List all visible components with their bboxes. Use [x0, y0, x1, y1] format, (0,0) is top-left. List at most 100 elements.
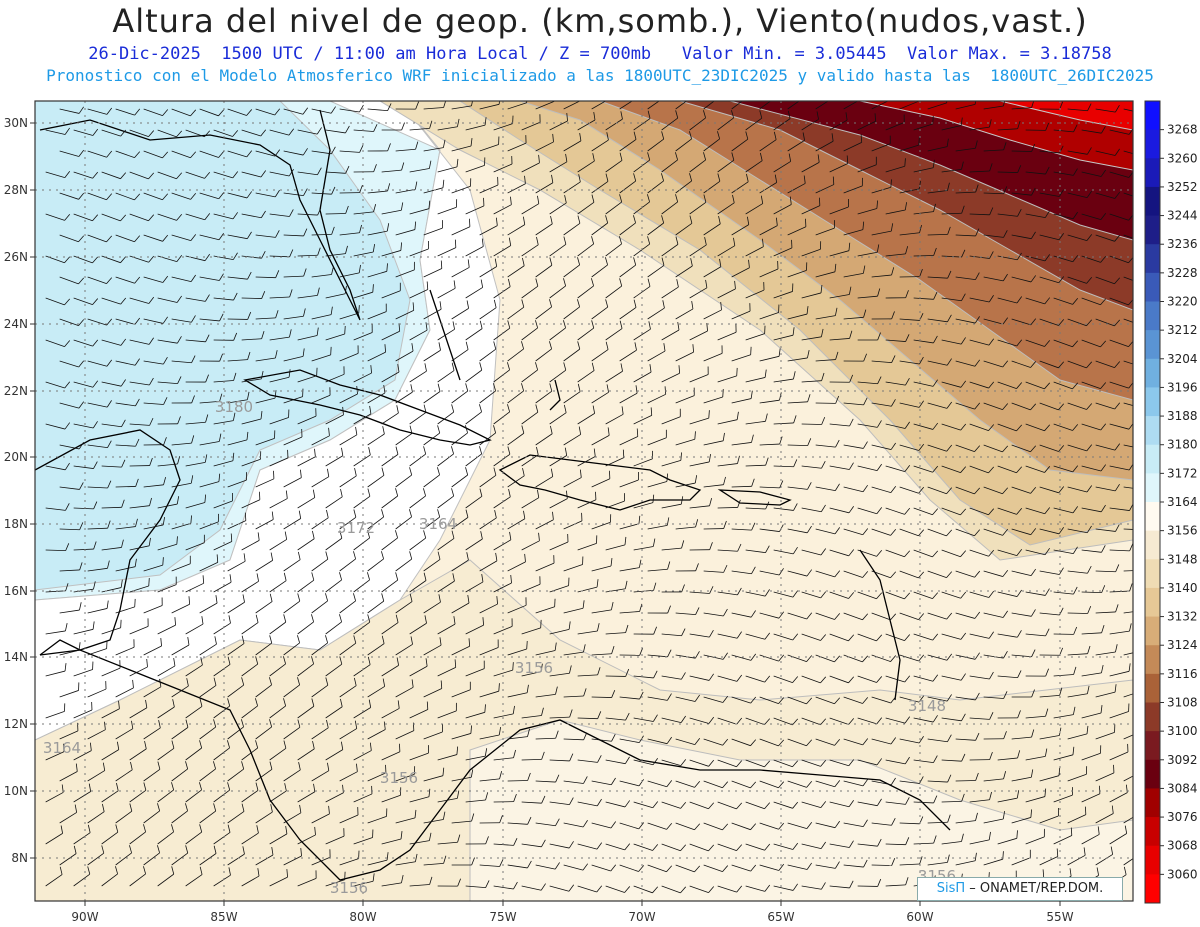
wind-barb-feather	[387, 183, 391, 192]
wind-barb	[339, 150, 360, 153]
wind-barb-feather	[750, 781, 757, 789]
colorbar-swatch	[1145, 530, 1160, 560]
wind-barb	[353, 880, 374, 887]
wind-barb-feather	[549, 299, 553, 308]
band-3188	[35, 101, 411, 591]
wind-barb	[1095, 402, 1115, 410]
wind-barb	[829, 423, 850, 427]
wind-barb	[619, 479, 639, 488]
wind-barb	[535, 223, 553, 236]
wind-barb	[59, 649, 80, 656]
wind-barb	[199, 276, 220, 281]
colorbar-label: 3132	[1167, 610, 1198, 624]
wind-barb	[157, 255, 177, 262]
wind-barb-feather	[480, 279, 484, 288]
wind-barb	[591, 609, 612, 614]
wind-barb	[675, 780, 695, 788]
wind-barb	[997, 381, 1017, 389]
wind-barb-feather	[101, 803, 105, 812]
wind-barb	[661, 675, 682, 680]
wind-barb-feather	[513, 793, 517, 802]
wind-barb-feather	[400, 242, 402, 251]
colorbar-swatch	[1145, 358, 1160, 388]
wind-barb	[367, 600, 384, 614]
contour-label: 3156	[380, 769, 418, 787]
wind-barb	[563, 391, 581, 404]
wind-barb-feather	[661, 173, 664, 182]
wind-barb	[885, 633, 905, 641]
wind-barb	[843, 696, 863, 704]
wind-barb	[269, 171, 290, 177]
wind-barb	[157, 463, 178, 467]
wind-barb	[1025, 755, 1046, 761]
wind-barb	[871, 444, 892, 450]
wind-barb	[899, 232, 920, 236]
wind-barb-feather	[471, 857, 475, 866]
wind-barb	[1011, 570, 1032, 577]
wind-barb	[1081, 712, 1102, 719]
wind-barb	[857, 120, 876, 131]
wind-barb	[353, 454, 371, 467]
wind-barb-feather	[563, 278, 567, 287]
wind-barb	[969, 423, 989, 432]
wind-barb	[969, 255, 990, 259]
wind-barb-feather	[918, 137, 920, 146]
wind-barb	[451, 390, 468, 404]
wind-barb	[507, 348, 524, 362]
wind-barb-feather	[932, 592, 939, 599]
wind-barb-feather	[667, 561, 671, 570]
wind-barb	[591, 139, 609, 152]
wind-barb-feather	[734, 280, 736, 289]
wind-barb-feather	[243, 553, 246, 562]
coastline	[39, 649, 951, 881]
wind-barb-feather	[592, 153, 595, 162]
wind-barb-feather	[1115, 644, 1118, 653]
wind-barb	[87, 527, 108, 530]
wind-barb-feather	[199, 866, 203, 875]
wind-barb	[479, 647, 499, 656]
wind-barb	[969, 126, 990, 131]
wind-barb-feather	[255, 614, 259, 623]
wind-barb	[437, 710, 457, 719]
wind-barb	[577, 542, 597, 551]
wind-barb	[311, 394, 331, 404]
wind-barb	[1123, 444, 1133, 448]
wind-barb-feather	[583, 644, 586, 653]
wind-barb	[241, 580, 259, 593]
wind-barb-feather	[409, 593, 413, 602]
wind-barb-feather	[247, 351, 251, 360]
wind-barb-feather	[667, 649, 672, 658]
wind-barb-feather	[890, 179, 892, 188]
wind-barb	[395, 686, 414, 698]
wind-barb	[437, 797, 458, 803]
wind-barb	[171, 603, 190, 614]
wind-barb-feather	[1017, 670, 1022, 678]
wind-barb-feather	[465, 425, 468, 434]
wind-barb-feather	[1003, 731, 1007, 739]
wind-barb-feather	[722, 865, 729, 872]
wind-barb	[703, 223, 721, 236]
wind-barb-feather	[493, 425, 497, 434]
wind-barb-feather	[484, 748, 488, 757]
wind-barb-feather	[328, 427, 330, 436]
wind-barb-feather	[792, 718, 799, 726]
wind-barb	[591, 435, 610, 446]
wind-barb-feather	[163, 437, 167, 445]
wind-barb-feather	[1044, 340, 1051, 347]
wind-barb	[185, 831, 202, 845]
wind-barb	[185, 582, 204, 593]
wind-barb-feather	[1100, 255, 1107, 263]
wind-barb-feather	[400, 202, 404, 211]
wind-barb-feather	[1031, 143, 1036, 152]
wind-barb-feather	[512, 705, 515, 714]
wind-barb	[731, 442, 752, 446]
wind-barb-feather	[778, 697, 785, 704]
lat-label: 30N	[4, 116, 28, 130]
wind-barb	[801, 843, 822, 850]
wind-barb-feather	[905, 334, 910, 342]
wind-barb-feather	[1072, 506, 1079, 514]
wind-barb	[129, 873, 146, 887]
colorbar-swatch	[1145, 387, 1160, 417]
wind-barb	[269, 833, 288, 845]
wind-barb-feather	[507, 446, 511, 455]
